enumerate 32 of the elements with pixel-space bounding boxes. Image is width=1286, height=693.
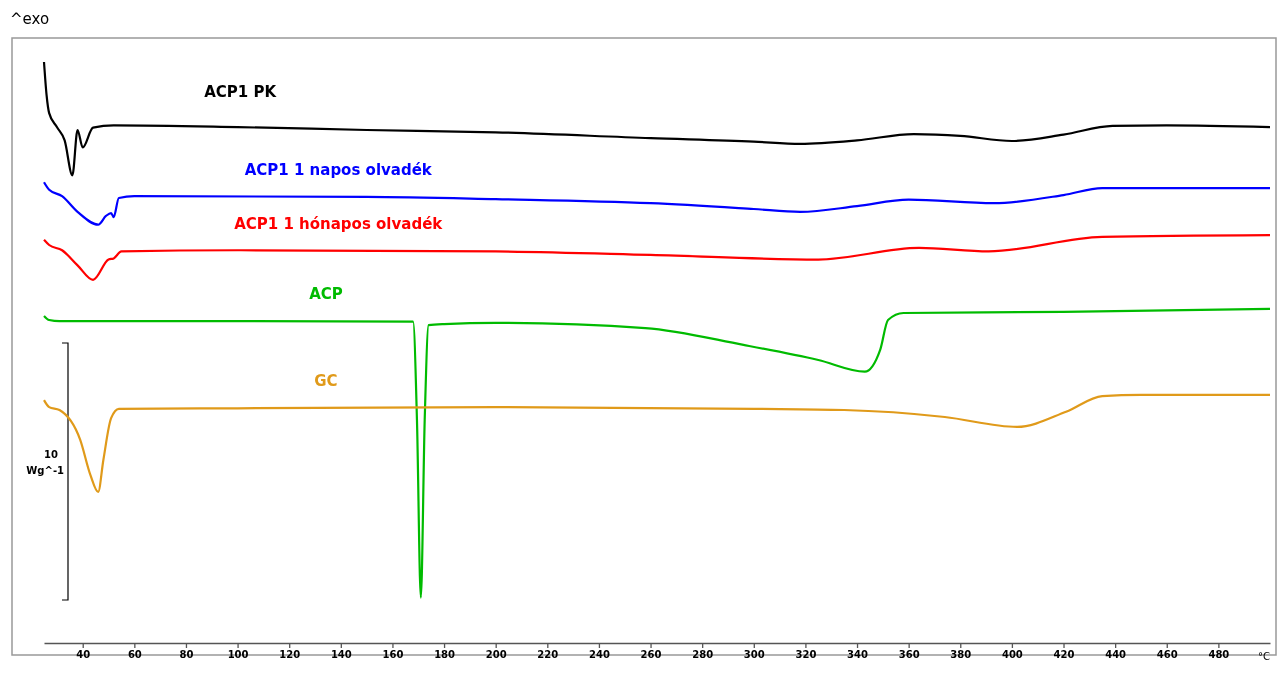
x-tick-label: 400: [1001, 649, 1023, 661]
x-tick-label: 240: [588, 649, 610, 661]
x-tick-label: 120: [279, 649, 301, 661]
series-label: GC: [314, 371, 338, 390]
annotation: Wg^-1: [26, 465, 65, 476]
x-tick-label: 260: [640, 649, 662, 661]
x-tick-label: 160: [382, 649, 404, 661]
x-tick-label: 460: [1156, 649, 1178, 661]
x-tick-label: 60: [127, 649, 142, 661]
series-label: ACP1 PK: [204, 83, 278, 102]
x-tick-label: 100: [227, 649, 249, 661]
x-tick-label: 280: [692, 649, 714, 661]
x-tick-label: 380: [950, 649, 972, 661]
x-tick-label: 40: [76, 649, 91, 661]
x-tick-label: 140: [330, 649, 352, 661]
x-tick-label: 320: [795, 649, 817, 661]
series-label: ACP: [309, 285, 343, 304]
text: ^exo: [10, 10, 50, 28]
x-axis-title: °C: [1258, 651, 1271, 662]
x-tick-label: 420: [1053, 649, 1075, 661]
x-tick-label: 220: [537, 649, 559, 661]
x-tick-label: 200: [485, 649, 507, 661]
x-tick-label: 440: [1105, 649, 1127, 661]
x-tick-label: 300: [743, 649, 765, 661]
series-label: ACP1 1 hónapos olvadék: [234, 214, 444, 233]
annotation: 10: [44, 449, 59, 460]
x-tick-label: 360: [898, 649, 920, 661]
x-tick-label: 480: [1208, 649, 1230, 661]
x-tick-label: 80: [179, 649, 194, 661]
x-tick-label: 340: [847, 649, 869, 661]
series-label: ACP1 1 napos olvadék: [244, 160, 433, 179]
x-tick-label: 180: [434, 649, 456, 661]
